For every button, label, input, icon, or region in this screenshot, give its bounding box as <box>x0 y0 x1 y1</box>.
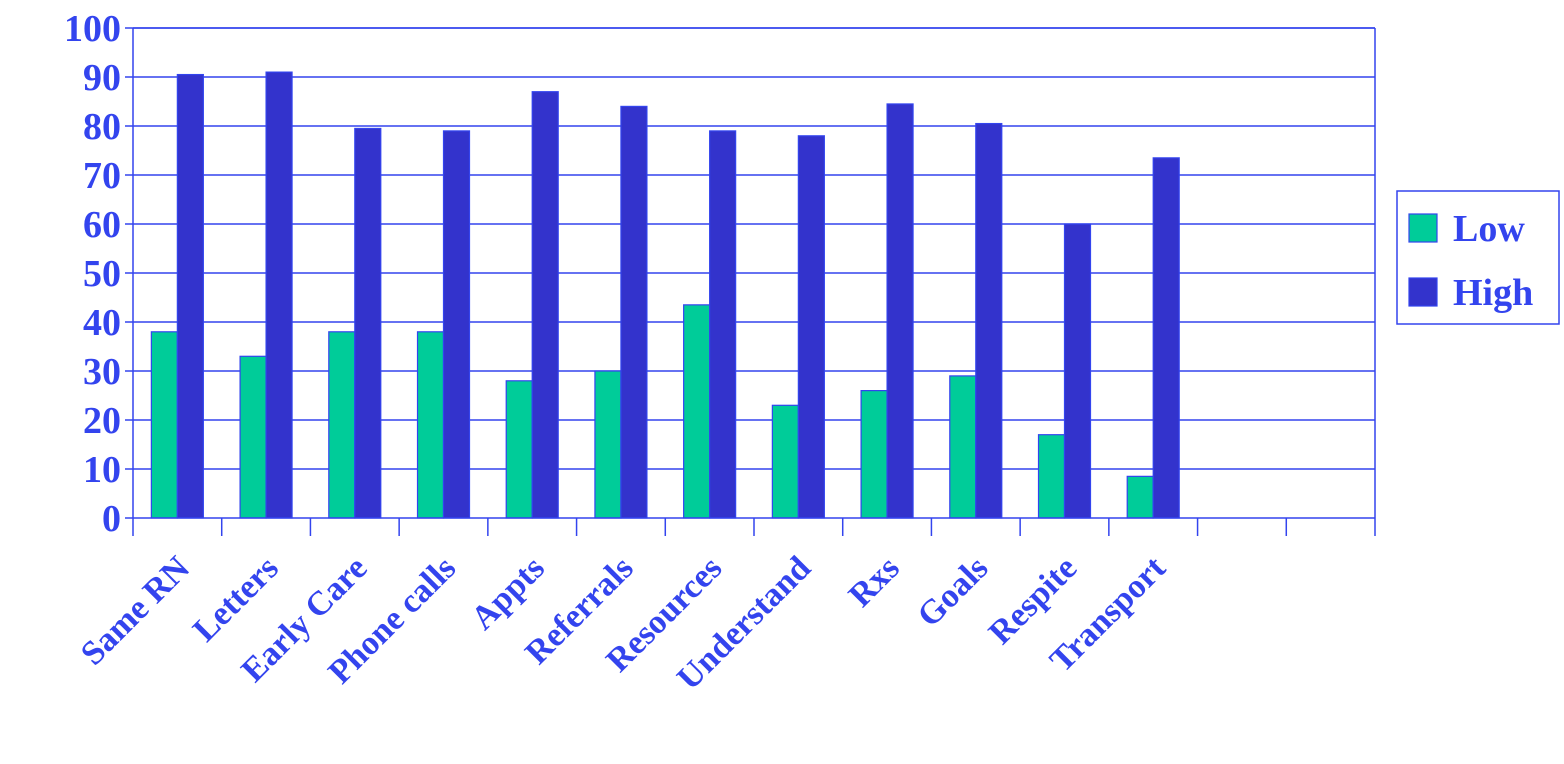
y-tick-labels: 0 10 20 30 40 50 60 70 80 90 100 <box>64 8 121 540</box>
bar-low-1 <box>239 355 267 519</box>
y-tick-label: 60 <box>83 204 121 246</box>
bar-high-11 <box>1152 157 1180 519</box>
legend: Low High <box>1396 190 1560 325</box>
bar-low-2 <box>328 331 356 519</box>
bar-high-9 <box>975 122 1003 519</box>
y-tick-label: 70 <box>83 155 121 197</box>
bar-low-4 <box>505 380 533 519</box>
x-category-label: Rxs <box>842 549 907 614</box>
bar-low-7 <box>771 404 799 519</box>
legend-swatch-low <box>1408 213 1438 243</box>
legend-label-high: High <box>1453 272 1533 314</box>
y-tick-label: 30 <box>83 351 121 393</box>
bar-high-10 <box>1063 223 1092 519</box>
bar-low-3 <box>416 331 445 519</box>
bar-low-0 <box>150 331 178 519</box>
bar-low-5 <box>594 370 622 519</box>
bar-high-2 <box>354 127 382 519</box>
x-category-label: Goals <box>911 549 996 634</box>
legend-label-low: Low <box>1453 208 1525 250</box>
y-tick-label: 50 <box>83 253 121 295</box>
axes <box>125 27 1376 536</box>
bar-low-10 <box>1037 434 1066 519</box>
y-tick-label: 20 <box>83 400 121 442</box>
bar-low-6 <box>683 304 711 519</box>
bar-high-5 <box>620 105 648 519</box>
bar-high-0 <box>176 73 204 519</box>
bar-high-4 <box>531 91 559 519</box>
gridlines <box>133 27 1375 470</box>
y-tick-label: 0 <box>102 498 121 540</box>
y-tick-label: 80 <box>83 106 121 148</box>
bar-low-8 <box>860 390 888 519</box>
bars <box>150 71 1180 519</box>
legend-swatch-high <box>1408 277 1438 307</box>
bar-high-3 <box>442 130 471 519</box>
x-category-label: Same RN <box>74 549 197 672</box>
bar-high-6 <box>709 130 737 519</box>
y-tick-label: 40 <box>83 302 121 344</box>
bar-high-7 <box>797 135 825 519</box>
bar-low-9 <box>949 375 977 519</box>
bar-low-11 <box>1126 475 1154 519</box>
y-tick-label: 100 <box>64 8 121 50</box>
y-tick-label: 90 <box>83 57 121 99</box>
bar-high-1 <box>265 71 293 519</box>
bar-high-8 <box>886 103 914 519</box>
y-tick-label: 10 <box>83 449 121 491</box>
